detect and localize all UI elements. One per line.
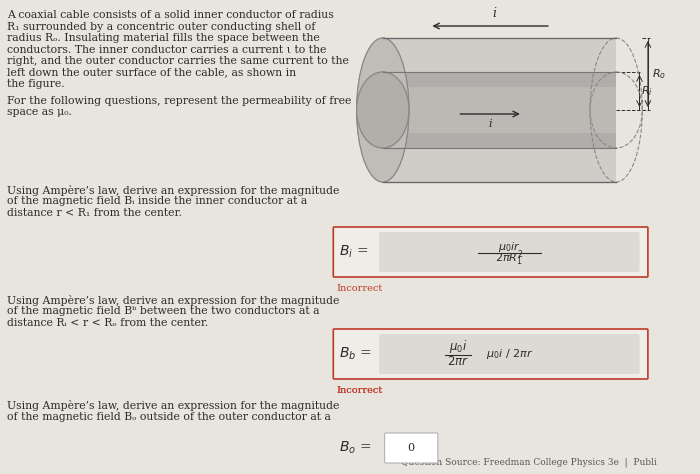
Text: $B_i$ =: $B_i$ = — [339, 244, 368, 260]
Text: 0: 0 — [407, 443, 415, 453]
Text: $R_o$: $R_o$ — [652, 67, 666, 81]
Text: Incorrect: Incorrect — [336, 386, 382, 395]
Text: i: i — [493, 7, 497, 20]
Text: $B_o$ =: $B_o$ = — [339, 440, 371, 456]
Text: Using Ampère’s law, derive an expression for the magnitude: Using Ampère’s law, derive an expression… — [8, 295, 340, 306]
Text: $2\pi R_1^2$: $2\pi R_1^2$ — [495, 249, 524, 268]
Text: $B_b$ =: $B_b$ = — [339, 346, 372, 362]
Ellipse shape — [356, 38, 409, 182]
Text: Incorrect: Incorrect — [336, 284, 382, 293]
Text: Using Ampère’s law, derive an expression for the magnitude: Using Ampère’s law, derive an expression… — [8, 400, 340, 411]
Text: distance r < R₁ from the center.: distance r < R₁ from the center. — [8, 208, 182, 218]
Text: of the magnetic field Bᵢ inside the inner conductor at a: of the magnetic field Bᵢ inside the inne… — [8, 197, 308, 207]
Text: $\mu_0 i$: $\mu_0 i$ — [449, 338, 467, 356]
Text: A coaxial cable consists of a solid inner conductor of radius: A coaxial cable consists of a solid inne… — [8, 10, 334, 20]
FancyBboxPatch shape — [333, 227, 648, 277]
FancyBboxPatch shape — [384, 433, 438, 463]
Text: of the magnetic field Bₒ outside of the outer conductor at a: of the magnetic field Bₒ outside of the … — [8, 411, 331, 421]
Polygon shape — [383, 72, 616, 148]
Ellipse shape — [356, 72, 409, 148]
Text: Question Source: Freedman College Physics 3e  |  Publi: Question Source: Freedman College Physic… — [401, 457, 657, 467]
Text: the figure.: the figure. — [8, 79, 65, 89]
FancyBboxPatch shape — [379, 232, 640, 272]
Text: $2\pi r$: $2\pi r$ — [447, 356, 469, 368]
Text: i: i — [489, 119, 492, 129]
FancyBboxPatch shape — [379, 334, 640, 374]
FancyBboxPatch shape — [333, 329, 648, 379]
Polygon shape — [383, 87, 616, 133]
Text: radius Rₒ. Insulating material fills the space between the: radius Rₒ. Insulating material fills the… — [8, 33, 320, 43]
Text: $\mu_0 ir$: $\mu_0 ir$ — [498, 239, 521, 254]
Text: right, and the outer conductor carries the same current to the: right, and the outer conductor carries t… — [8, 56, 349, 66]
Text: Incorrect: Incorrect — [336, 386, 382, 395]
Text: left down the outer surface of the cable, as shown in: left down the outer surface of the cable… — [8, 67, 297, 78]
Text: distance Rᵢ < r < Rₒ from the center.: distance Rᵢ < r < Rₒ from the center. — [8, 318, 209, 328]
Polygon shape — [383, 38, 616, 182]
Text: For the following questions, represent the permeability of free: For the following questions, represent t… — [8, 95, 352, 106]
Text: $\mu_0 i\ /\ 2\pi r$: $\mu_0 i\ /\ 2\pi r$ — [486, 347, 533, 361]
Text: $R_i$: $R_i$ — [641, 84, 653, 98]
Text: of the magnetic field Bᵇ between the two conductors at a: of the magnetic field Bᵇ between the two… — [8, 307, 320, 317]
Text: R₁ surrounded by a concentric outer conducting shell of: R₁ surrounded by a concentric outer cond… — [8, 21, 316, 31]
Text: Using Ampère’s law, derive an expression for the magnitude: Using Ampère’s law, derive an expression… — [8, 185, 340, 196]
Text: space as μ₀.: space as μ₀. — [8, 107, 72, 117]
Ellipse shape — [356, 72, 409, 148]
Text: conductors. The inner conductor carries a current ι to the: conductors. The inner conductor carries … — [8, 45, 327, 55]
